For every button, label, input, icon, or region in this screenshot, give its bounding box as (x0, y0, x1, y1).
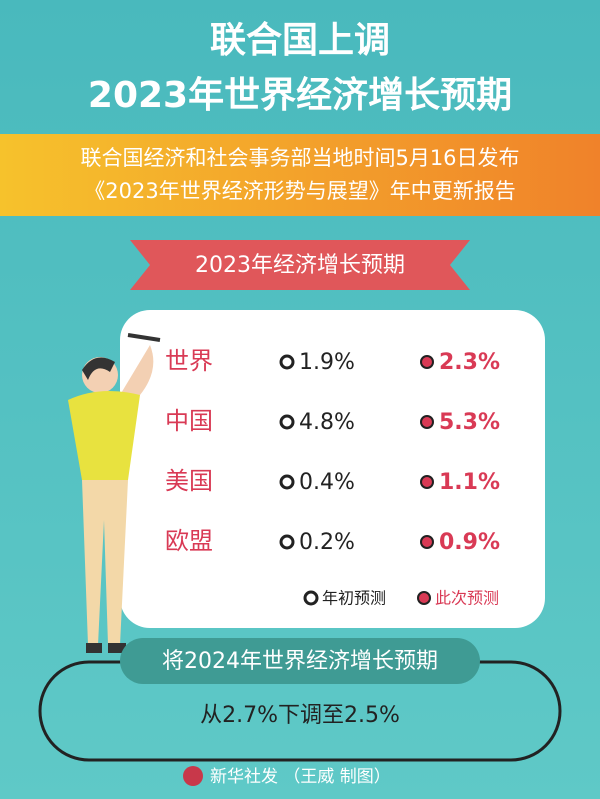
current-value: 0.9% (439, 530, 500, 555)
logo (183, 766, 203, 786)
early-marker (279, 354, 295, 370)
subtitle: 《2023年世界经济形势与展望》年中更新报告 (84, 179, 515, 203)
pill (120, 638, 480, 684)
current-marker (420, 475, 434, 489)
subtitle-band (0, 134, 600, 216)
current-marker (420, 355, 434, 369)
banner: 2023年经济增长预期 (195, 253, 405, 278)
region: 欧盟 (165, 527, 213, 555)
region: 美国 (165, 467, 213, 495)
current-value: 2.3% (439, 350, 500, 375)
subtitle: 联合国经济和社会事务部当地时间5月16日发布 (80, 146, 519, 170)
credit: 新华社发 （王威 制图） (210, 767, 391, 787)
legend-marker (417, 591, 431, 605)
pill-text: 将2024年世界经济增长预期 (162, 649, 438, 674)
early-marker (279, 474, 295, 490)
title: 2023年世界经济增长预期 (88, 75, 512, 116)
card (120, 310, 545, 628)
current-marker (420, 535, 434, 549)
legend-marker (303, 590, 319, 606)
early-value: 1.9% (299, 350, 355, 375)
early-value: 0.4% (299, 470, 355, 495)
early-marker (279, 414, 295, 430)
early-value: 4.8% (299, 410, 355, 435)
footer-text: 从2.7%下调至2.5% (200, 703, 400, 728)
current-marker (420, 415, 434, 429)
current-value: 5.3% (439, 410, 500, 435)
legend-label: 年初预测 (322, 589, 386, 608)
title: 联合国上调 (210, 20, 390, 61)
early-marker (279, 534, 295, 550)
current-value: 1.1% (439, 470, 500, 495)
person (68, 333, 161, 653)
legend-label: 此次预测 (435, 589, 499, 608)
early-value: 0.2% (299, 530, 355, 555)
region: 中国 (165, 407, 213, 435)
ribbon (130, 240, 470, 290)
region: 世界 (165, 347, 213, 375)
